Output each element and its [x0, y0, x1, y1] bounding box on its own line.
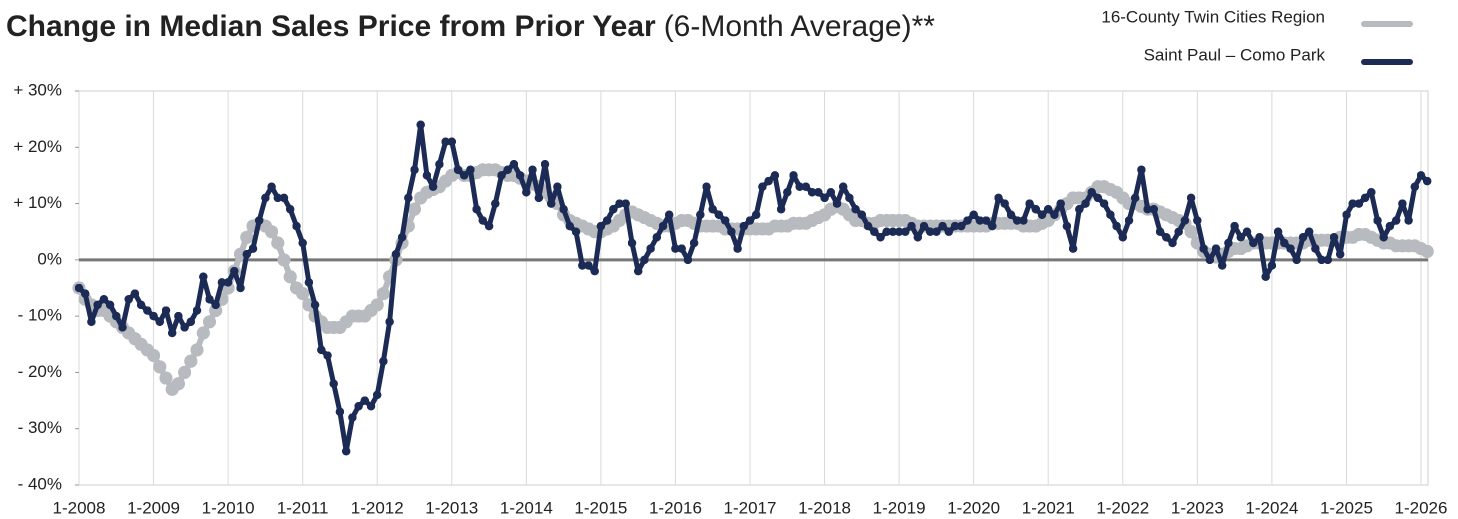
series-line [72, 163, 1434, 396]
y-tick-label: 0% [37, 249, 62, 268]
x-tick-label: 1-2021 [1022, 498, 1075, 517]
y-tick-label: - 10% [18, 306, 62, 325]
x-tick-label: 1-2022 [1096, 498, 1149, 517]
x-tick-label: 1-2011 [277, 498, 329, 517]
series-line [74, 120, 1432, 456]
x-tick-label: 1-2024 [1245, 498, 1298, 517]
y-tick-label: - 40% [18, 474, 62, 493]
x-tick-label: 1-2015 [574, 498, 627, 517]
x-tick-label: 1-2020 [947, 498, 1000, 517]
title: Change in Median Sales Price from Prior … [6, 10, 656, 43]
x-tick-label: 1-2026 [1395, 498, 1448, 517]
legend-label: Saint Paul – Como Park [1144, 45, 1326, 64]
x-tick-label: 1-2009 [127, 498, 180, 517]
subtitle: (6-Month Average)** [664, 10, 936, 43]
plot-frame [78, 90, 1429, 486]
y-tick-label: - 20% [18, 362, 62, 381]
x-tick-label: 1-2013 [425, 498, 478, 517]
x-tick-label: 1-2018 [798, 498, 851, 517]
x-tick-label: 1-2016 [649, 498, 702, 517]
x-tick-label: 1-2017 [724, 498, 777, 517]
x-tick-label: 1-2023 [1171, 498, 1224, 517]
chart-title: Change in Median Sales Price from Prior … [6, 10, 935, 43]
x-tick-label: 1-2008 [53, 498, 106, 517]
x-tick-label: 1-2014 [500, 498, 553, 517]
x-tick-label: 1-2012 [351, 498, 404, 517]
x-tick-label: 1-2019 [873, 498, 926, 517]
y-tick-label: + 30% [13, 80, 62, 99]
x-tick-label: 1-2025 [1320, 498, 1373, 517]
y-tick-label: + 20% [13, 137, 62, 156]
y-tick-label: - 30% [18, 418, 62, 437]
x-tick-label: 1-2010 [202, 498, 255, 517]
legend-label: 16-County Twin Cities Region [1101, 7, 1325, 26]
y-tick-label: + 10% [13, 193, 62, 212]
